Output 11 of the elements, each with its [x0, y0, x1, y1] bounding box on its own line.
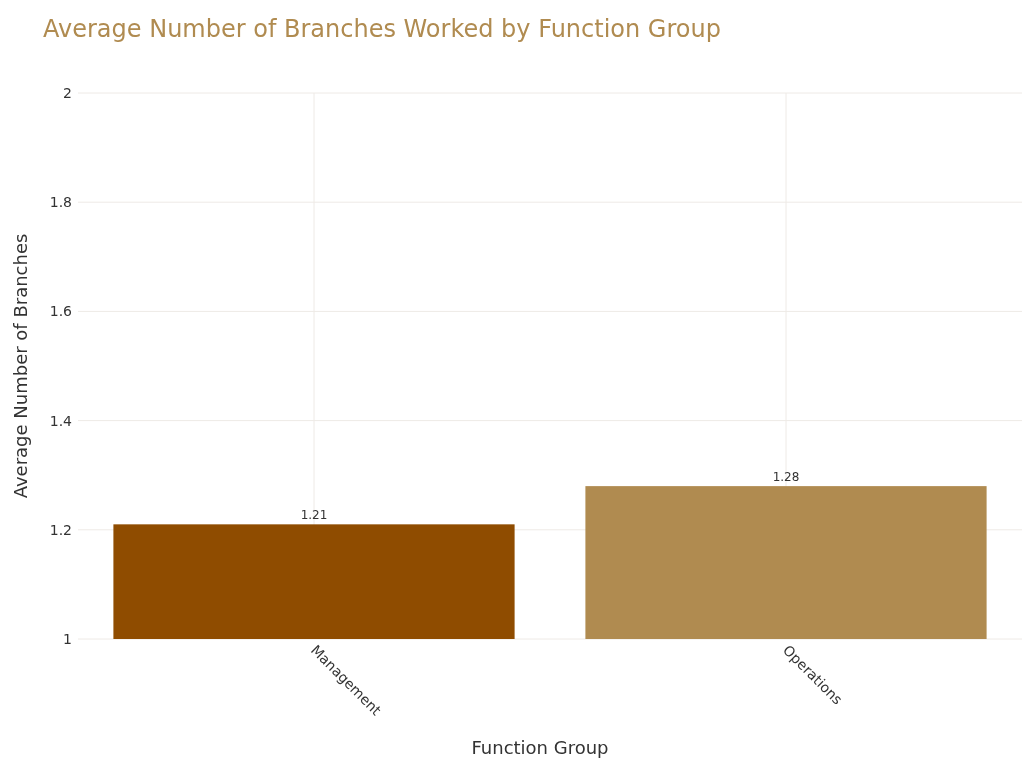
y-axis-title: Average Number of Branches	[10, 233, 31, 499]
data-label: 1.21	[300, 508, 328, 523]
x-axis-title: Function Group	[471, 737, 609, 758]
y-tick-label: 1.4	[49, 412, 73, 429]
chart-title: Average Number of Branches Worked by Function Group	[43, 15, 721, 43]
y-tick-label: 1.8	[49, 194, 72, 211]
y-tick-label: 2	[63, 84, 72, 101]
data-label: 1.28	[772, 470, 800, 485]
y-tick-label: 1	[63, 630, 72, 647]
y-tick-label: 1.2	[49, 521, 72, 538]
y-tick-label: 1.6	[49, 303, 73, 320]
